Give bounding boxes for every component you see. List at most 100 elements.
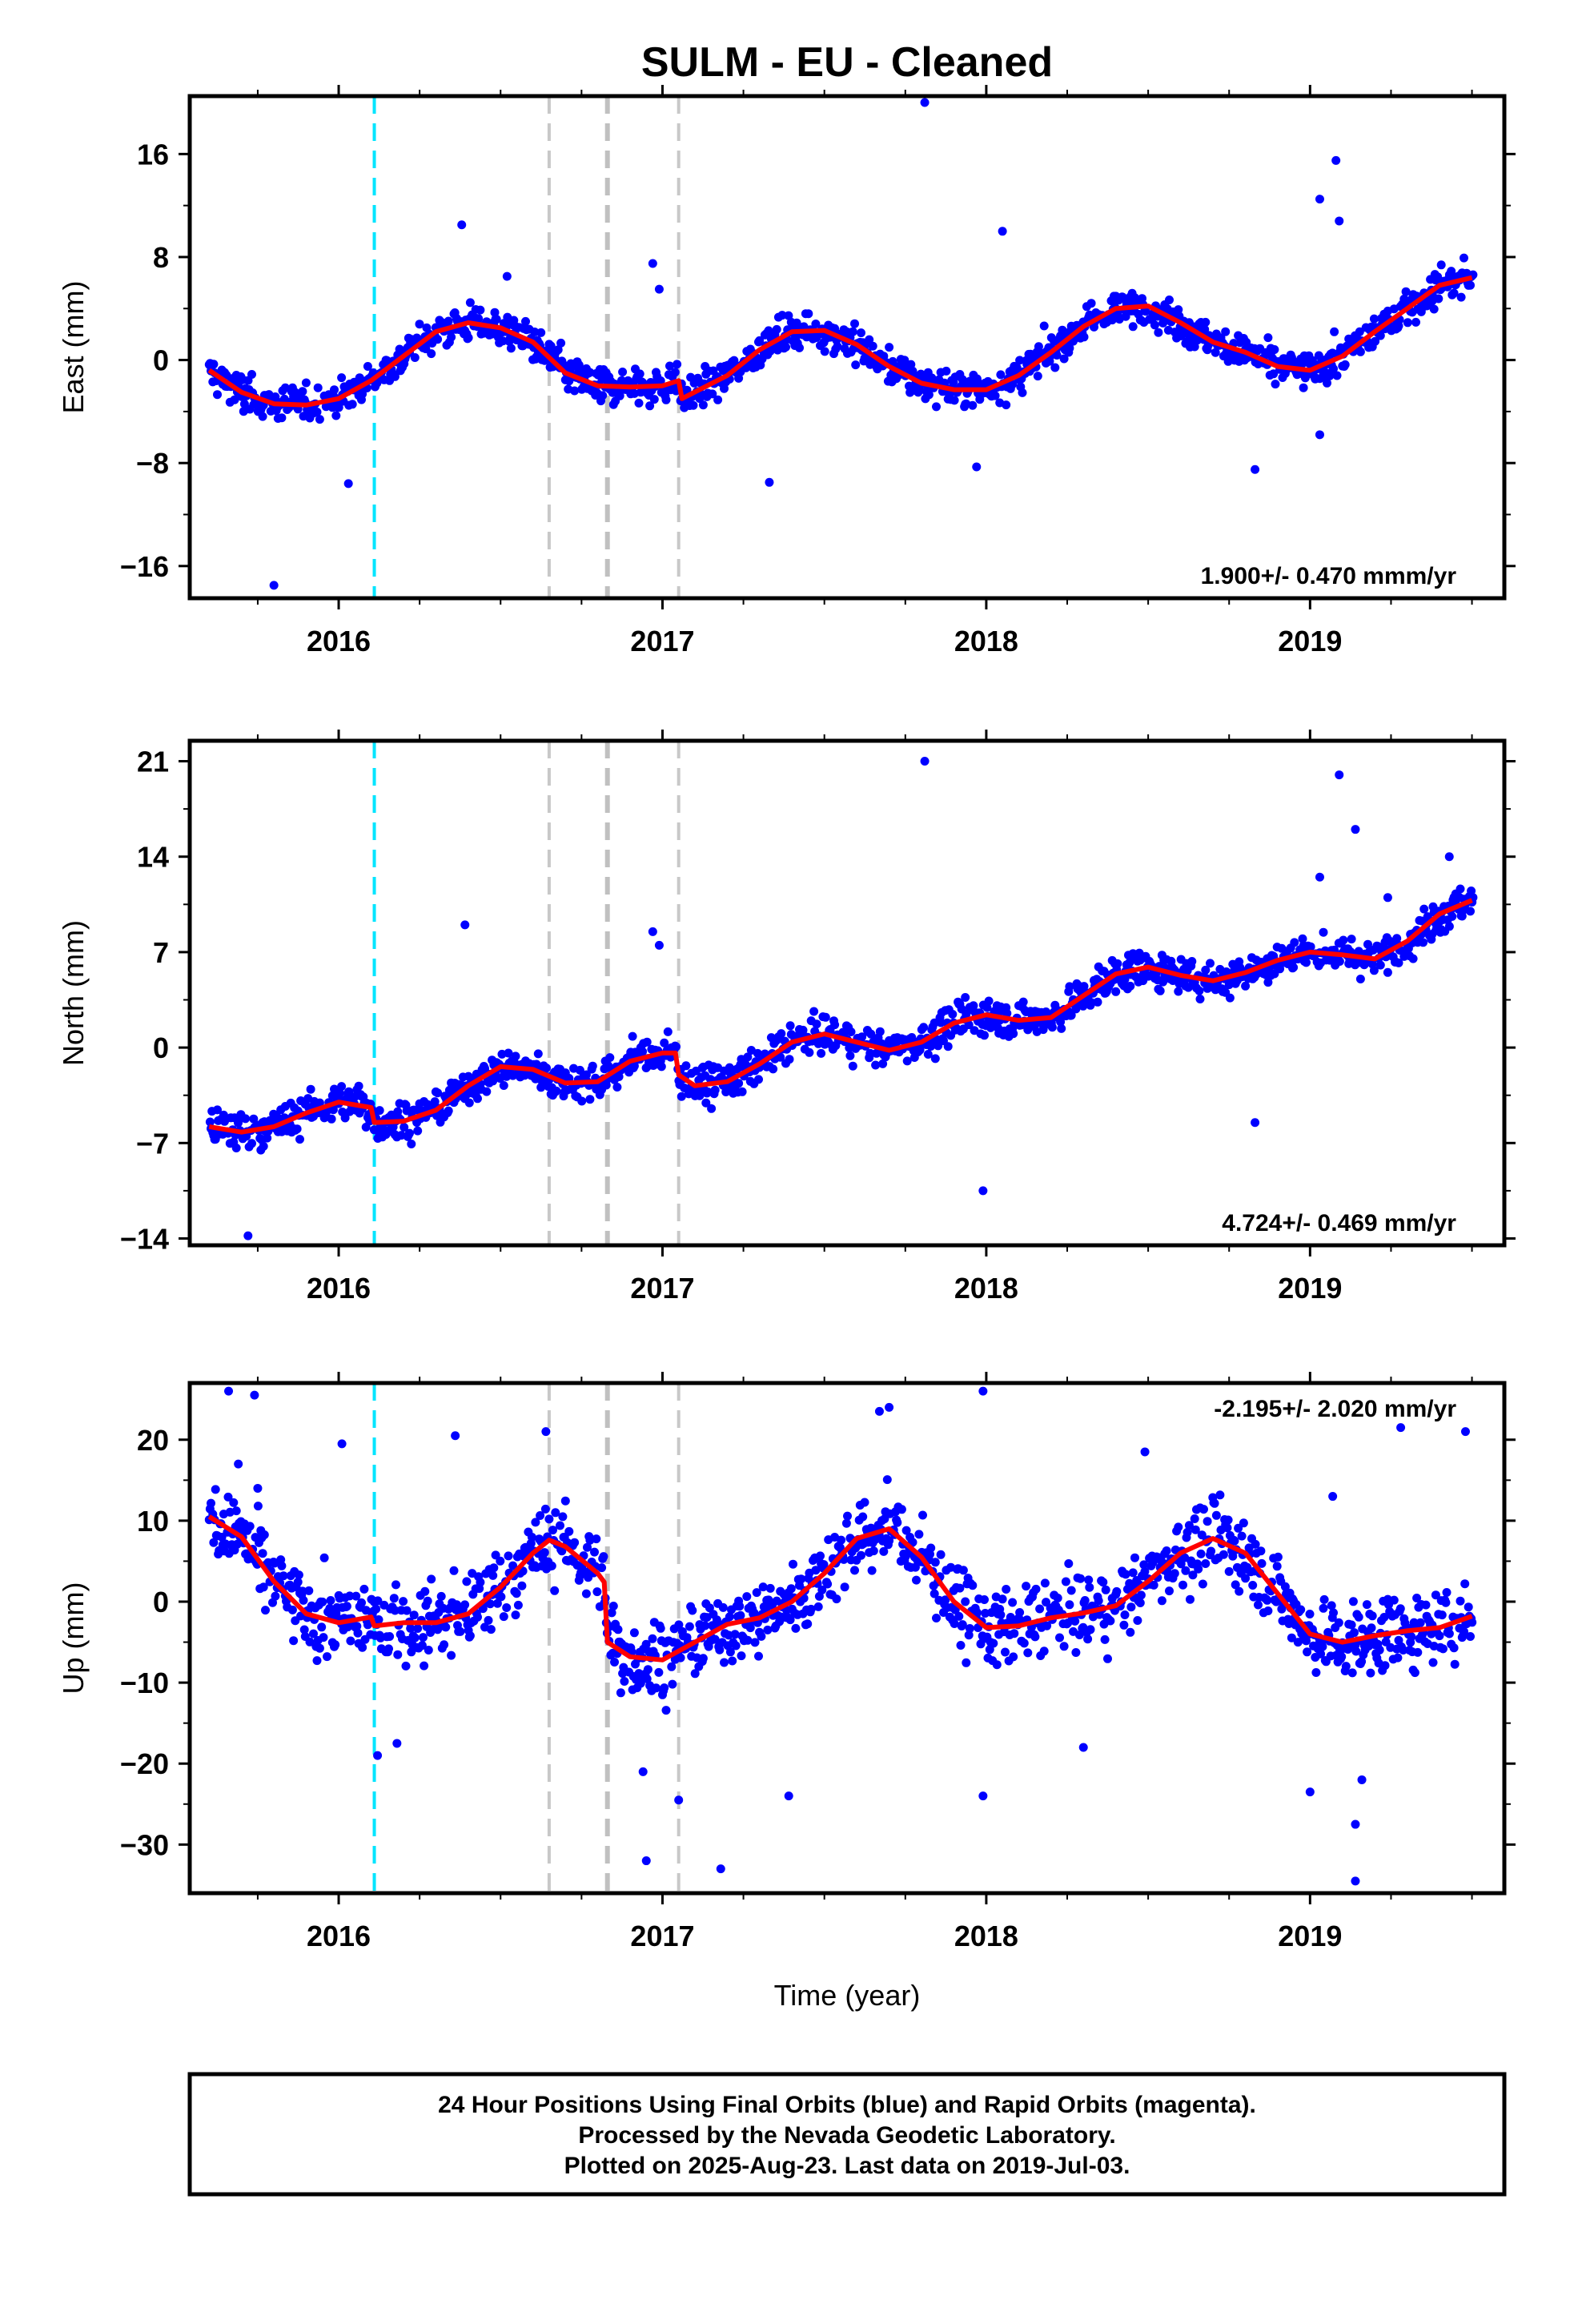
data-point <box>452 1600 461 1610</box>
data-point <box>1076 1574 1085 1583</box>
data-point <box>964 1020 974 1030</box>
x-tick-label: 2017 <box>630 1272 694 1305</box>
data-point <box>351 1591 361 1601</box>
data-point <box>213 390 222 400</box>
data-point <box>1221 327 1231 336</box>
data-point <box>325 1603 335 1613</box>
data-point <box>1225 993 1235 1003</box>
data-point <box>1140 1567 1150 1576</box>
data-point <box>1290 938 1299 947</box>
data-point <box>1085 1582 1094 1592</box>
data-point <box>340 1113 350 1123</box>
data-point <box>942 366 951 376</box>
outlier-point <box>343 479 353 489</box>
data-point <box>1257 1558 1267 1568</box>
data-point <box>506 344 516 353</box>
data-point <box>540 1548 549 1558</box>
data-point <box>512 1589 521 1598</box>
data-point <box>1065 982 1074 991</box>
data-point <box>695 1091 705 1100</box>
outlier-point <box>648 927 657 936</box>
data-point <box>1271 380 1280 389</box>
data-point <box>499 1612 508 1622</box>
data-point <box>930 1054 940 1063</box>
data-point <box>833 342 842 352</box>
data-point <box>319 1633 328 1642</box>
outlier-point <box>1335 216 1344 226</box>
data-point <box>1119 1620 1129 1630</box>
data-point <box>1126 981 1135 991</box>
data-point <box>785 1615 795 1625</box>
data-point <box>878 1059 888 1068</box>
data-point <box>777 1029 786 1039</box>
data-point <box>843 1511 852 1521</box>
data-point <box>914 1530 924 1539</box>
data-point <box>1136 1590 1146 1600</box>
data-point <box>551 1508 560 1518</box>
data-point <box>556 1521 564 1530</box>
data-point <box>313 383 323 392</box>
data-point <box>1139 1560 1149 1570</box>
data-point <box>737 1651 746 1661</box>
outlier-point <box>1251 1118 1260 1128</box>
data-point <box>409 1610 419 1620</box>
data-point <box>875 1027 885 1036</box>
data-point <box>677 1092 686 1101</box>
data-point <box>331 1640 340 1650</box>
data-point <box>638 1047 648 1056</box>
outlier-point <box>920 757 930 766</box>
x-tick-label: 2016 <box>307 1272 371 1305</box>
data-point <box>1248 1581 1258 1590</box>
data-point <box>1155 986 1165 995</box>
data-point <box>729 356 739 365</box>
data-point <box>930 1558 940 1567</box>
data-point <box>1399 1646 1408 1655</box>
outlier-point <box>1460 1427 1470 1437</box>
data-point <box>359 1584 369 1594</box>
outlier-point <box>716 1864 725 1874</box>
data-point <box>734 1079 744 1088</box>
data-point <box>553 345 563 355</box>
data-point <box>304 1586 314 1595</box>
data-point <box>1184 1521 1194 1530</box>
data-point <box>737 1087 747 1096</box>
data-point <box>1239 1518 1248 1528</box>
data-point <box>720 1658 729 1667</box>
data-point <box>1039 321 1049 331</box>
data-point <box>1098 1578 1108 1587</box>
data-point <box>427 1574 436 1584</box>
outlier-point <box>457 220 467 230</box>
data-point <box>358 1642 367 1652</box>
data-point <box>1224 1566 1234 1576</box>
data-point <box>1223 1515 1233 1525</box>
data-point <box>1015 356 1025 365</box>
data-point <box>1206 959 1215 968</box>
data-point <box>701 1621 710 1630</box>
data-point <box>1065 1600 1074 1610</box>
data-point <box>613 1625 623 1634</box>
outlier-point <box>253 1483 263 1493</box>
data-point <box>532 1059 541 1069</box>
outlier-point <box>765 477 774 487</box>
data-point <box>271 392 280 401</box>
y-tick-label: −10 <box>120 1667 169 1699</box>
data-point <box>618 368 628 376</box>
data-point <box>583 1542 592 1552</box>
data-point <box>1325 371 1335 380</box>
data-point <box>612 1083 622 1092</box>
data-point <box>444 1106 453 1116</box>
data-point <box>1340 360 1350 369</box>
data-point <box>1199 1505 1208 1514</box>
data-point <box>390 1606 400 1615</box>
data-point <box>488 1076 498 1086</box>
data-point <box>848 327 857 336</box>
data-point <box>1347 1668 1357 1678</box>
data-point <box>707 1104 717 1113</box>
data-point <box>540 1504 550 1514</box>
outlier-point <box>1315 430 1324 440</box>
footer-line-2: Processed by the Nevada Geodetic Laborat… <box>578 2122 1115 2149</box>
data-point <box>642 1037 652 1047</box>
data-point <box>776 1052 785 1062</box>
data-point <box>1086 1625 1095 1634</box>
